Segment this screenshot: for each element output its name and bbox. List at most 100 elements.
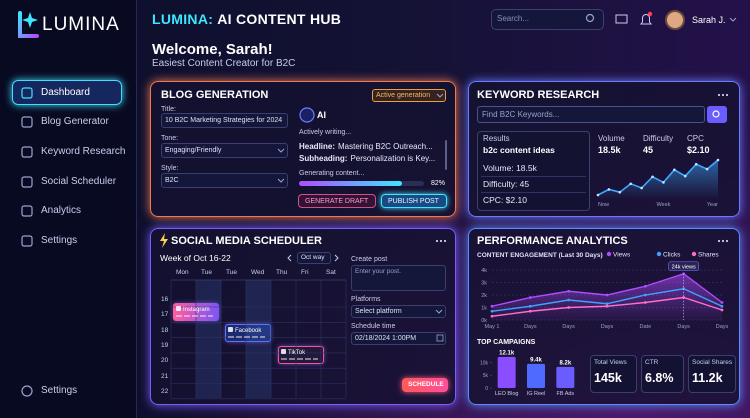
metric-label: Difficulty <box>643 134 674 143</box>
tone-select[interactable] <box>161 143 288 158</box>
stat-label: Social Shares <box>692 359 733 366</box>
nav-item[interactable]: Settings <box>41 235 78 246</box>
metric-value: 18.5k <box>598 145 621 155</box>
button[interactable] <box>298 194 376 208</box>
hour-label: 21 <box>161 372 169 380</box>
post-input[interactable] <box>351 265 446 291</box>
ai-label: AI <box>317 110 326 120</box>
panel-title: SOCIAL MEDIA SCHEDULER <box>171 235 322 247</box>
stat-value: 11.2k <box>692 371 723 385</box>
button-text[interactable]: PUBLISH POST <box>388 198 439 205</box>
schedule-text[interactable]: SCHEDULE <box>408 381 444 388</box>
day-label: Fri <box>301 269 309 276</box>
metric-label: CPC <box>687 134 704 143</box>
tone-select-text: Engaging/Friendly <box>165 147 222 154</box>
week-label: Week of Oct 16-22 <box>160 253 231 263</box>
field-label: Schedule time <box>351 323 396 330</box>
results-query: b2c content ideas <box>483 145 555 155</box>
field-label: Title: <box>161 106 176 113</box>
time-input[interactable] <box>351 332 446 345</box>
stat-box <box>590 355 637 393</box>
row-divider <box>481 192 586 193</box>
panel-title: BLOG GENERATION <box>161 89 269 101</box>
hour-label: 17 <box>161 311 169 319</box>
notification-dot <box>647 11 653 17</box>
keyword-search-button[interactable] <box>707 106 727 123</box>
day-label: Thu <box>276 269 288 276</box>
platform-select-text: Select platform <box>355 308 402 315</box>
style-select-text: B2C <box>165 177 179 184</box>
field-label: Tone: <box>161 135 179 142</box>
results-row: Difficulty: 45 <box>483 179 530 189</box>
day-label: Wed <box>251 269 265 276</box>
metric-label: Volume <box>598 134 625 143</box>
welcome-title: Welcome, Sarah! <box>152 41 273 58</box>
event-title[interactable]: Facebook <box>235 327 262 334</box>
progress-track <box>299 181 424 186</box>
day-label: Tue <box>226 269 237 276</box>
progress-label: Generating content... <box>299 170 365 177</box>
schedule-button[interactable] <box>402 378 448 392</box>
hour-label: 19 <box>161 341 169 349</box>
view-select[interactable] <box>297 252 331 264</box>
status: Actively writing... <box>299 129 352 136</box>
hour-label: 20 <box>161 357 169 365</box>
hour-label: 22 <box>161 387 169 395</box>
panel-title: PERFORMANCE ANALYTICS <box>477 235 628 247</box>
keyword-search[interactable] <box>477 106 705 123</box>
chevron <box>729 17 737 22</box>
progress-fill <box>299 181 402 186</box>
button-text[interactable]: GENERATE DRAFT <box>305 198 369 205</box>
header-title-part: LUMINA: <box>152 11 214 27</box>
stat-label: Total Views <box>594 359 627 366</box>
copy-text: Mastering B2C Outreach... <box>338 142 433 151</box>
stat-value: 6.8% <box>645 371 674 385</box>
user-name: Sarah J. <box>692 15 726 25</box>
event[interactable] <box>278 346 324 364</box>
mail-icon <box>615 14 628 24</box>
hour-label: 18 <box>161 326 169 334</box>
event-title[interactable]: TikTok <box>288 349 306 356</box>
nav-item[interactable]: Social Scheduler <box>41 176 117 187</box>
row-divider <box>481 176 586 177</box>
copy-label: Headline: <box>299 142 336 151</box>
time-input-text: 02/18/2024 1:00PM <box>355 335 417 342</box>
nav-item[interactable]: Keyword Research <box>41 146 126 157</box>
badge <box>372 89 446 102</box>
stat-box <box>688 355 736 393</box>
scroll-bar <box>445 140 447 170</box>
day-label: Mon <box>176 269 189 276</box>
results-label: Results <box>483 134 510 143</box>
results-row: CPC: $2.10 <box>483 195 527 205</box>
nav-item[interactable]: Settings <box>41 385 78 396</box>
title-input-text: 10 B2C Marketing Strategies for 2024 <box>165 117 283 124</box>
search-box[interactable] <box>491 9 604 30</box>
keyword-placeholder: Find B2C Keywords... <box>482 110 560 119</box>
copy-line: Subheading: Personalization is Key... <box>299 155 435 163</box>
copy-label: Subheading: <box>299 154 348 163</box>
event-title[interactable]: Instagram <box>183 306 210 313</box>
bell-icon <box>640 14 652 25</box>
header-title: LUMINA: AI CONTENT HUB <box>152 12 341 26</box>
avatar <box>665 10 685 30</box>
view-text[interactable]: Oct way <box>301 254 325 261</box>
results-box <box>477 131 590 211</box>
nav-item[interactable]: Analytics <box>41 205 82 216</box>
copy-line: Headline: Mastering B2C Outreach... <box>299 143 433 151</box>
button[interactable] <box>381 194 447 208</box>
field-label: Platforms <box>351 296 381 303</box>
day-label: Sat <box>326 269 336 276</box>
badge-text: Active generation <box>376 92 431 99</box>
results-row: Volume: 18.5k <box>483 163 537 173</box>
nav-item[interactable]: Dashboard <box>41 87 90 98</box>
style-select[interactable] <box>161 173 288 188</box>
header-title-part: AI CONTENT HUB <box>217 11 342 27</box>
field-label: Create post <box>351 256 388 263</box>
hour-label: 16 <box>161 296 169 303</box>
welcome-subtitle: Easiest Content Creator for B2C <box>152 58 296 69</box>
search-placeholder: Search... <box>497 14 530 23</box>
stat-value: 145k <box>594 371 622 385</box>
nav-item[interactable]: Blog Generator <box>41 116 109 127</box>
title-input[interactable] <box>161 113 288 128</box>
platform-select[interactable] <box>351 305 446 318</box>
